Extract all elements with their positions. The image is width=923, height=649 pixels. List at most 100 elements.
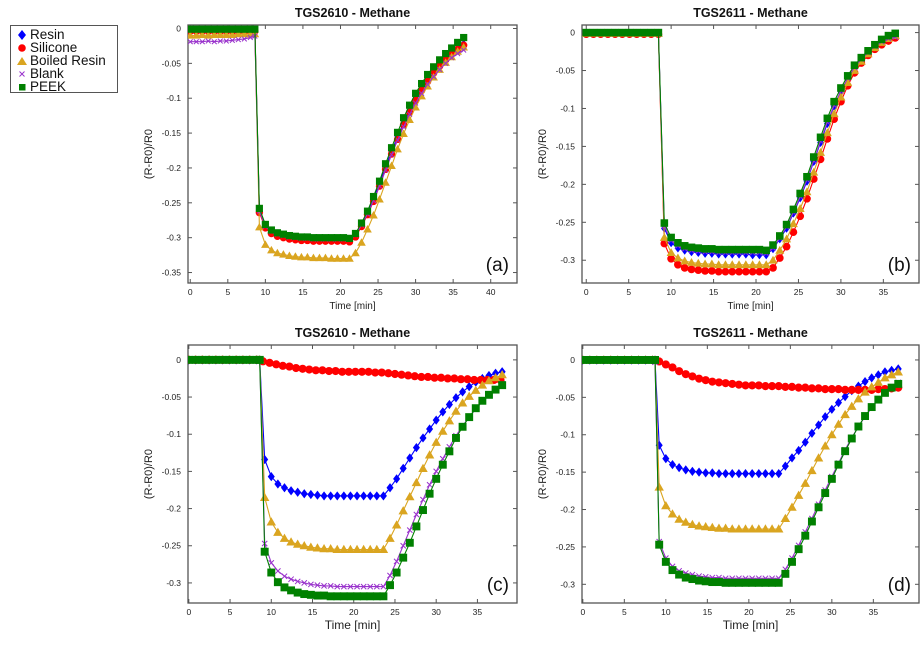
y-tick-label: -0.2 <box>560 179 575 189</box>
data-point <box>728 578 737 587</box>
data-point <box>707 522 718 531</box>
data-point <box>357 238 366 246</box>
data-point <box>894 379 903 388</box>
data-point <box>668 566 677 575</box>
data-point <box>694 244 703 252</box>
data-point <box>205 38 212 44</box>
data-point <box>734 524 744 533</box>
data-point <box>701 266 709 275</box>
data-point <box>413 511 420 518</box>
data-point <box>339 254 348 262</box>
data-point <box>234 29 243 38</box>
data-point <box>795 204 805 212</box>
data-point <box>318 366 327 375</box>
data-point <box>793 490 804 499</box>
data-point <box>651 355 660 364</box>
series-line <box>190 33 465 260</box>
data-point <box>755 245 764 254</box>
x-tick-label: 30 <box>431 607 441 617</box>
data-point <box>371 368 380 377</box>
data-point <box>873 377 884 386</box>
data-point <box>666 248 676 257</box>
data-point <box>216 25 224 33</box>
data-point <box>430 73 437 80</box>
data-point <box>430 63 438 71</box>
data-point <box>267 471 275 482</box>
data-point <box>868 373 876 383</box>
data-point <box>662 454 670 464</box>
data-point <box>280 483 288 493</box>
data-point <box>761 382 770 391</box>
data-point <box>363 207 372 215</box>
y-tick-label: -0.25 <box>162 198 182 208</box>
data-point <box>735 469 743 479</box>
data-point <box>327 582 334 589</box>
data-point <box>447 52 456 61</box>
data-point <box>761 469 769 479</box>
data-point <box>788 453 796 463</box>
data-point <box>266 517 277 526</box>
x-axis-label: Time [min] <box>329 301 376 312</box>
data-point <box>431 437 441 446</box>
data-point <box>667 254 676 263</box>
data-point <box>441 58 450 66</box>
data-point <box>294 578 301 585</box>
data-point <box>273 527 283 536</box>
data-point <box>867 403 876 412</box>
y-tick-label: -0.05 <box>556 392 576 402</box>
x-tick-label: 30 <box>836 287 846 297</box>
x-tick-label: 25 <box>390 607 400 617</box>
chart-panel-a: TGS2610 - Methane 0 5 10 15 20 25 30 35 40 0 -0.05 -… <box>143 6 518 312</box>
data-point <box>353 491 361 501</box>
data-point <box>406 527 413 534</box>
data-point <box>442 60 449 67</box>
data-point <box>707 266 716 275</box>
series-line <box>582 359 899 475</box>
data-point <box>674 260 682 269</box>
diamond-marker-icon <box>18 30 26 40</box>
data-point <box>721 578 730 587</box>
data-point <box>333 491 341 501</box>
data-point <box>647 28 655 37</box>
data-point <box>332 544 342 553</box>
x-tick-label: 5 <box>622 607 627 617</box>
data-point <box>459 387 467 397</box>
data-point <box>815 420 823 430</box>
data-point <box>405 491 415 501</box>
data-point <box>814 503 823 512</box>
data-point <box>641 355 650 364</box>
data-point <box>741 469 750 479</box>
data-point <box>397 370 406 379</box>
data-point <box>460 47 467 53</box>
panel-label: (b) <box>888 255 911 276</box>
chart-title: TGS2611 - Methane <box>693 6 808 20</box>
x-tick-label: 30 <box>411 287 421 297</box>
series-resin <box>582 355 902 479</box>
x-axis-label: Time [min] <box>727 301 774 312</box>
data-point <box>582 28 591 37</box>
y-tick-label: 0 <box>176 23 181 33</box>
data-point <box>497 370 507 379</box>
series-line <box>190 30 465 243</box>
data-point <box>238 355 247 364</box>
data-point <box>399 553 408 562</box>
data-point <box>860 387 870 396</box>
data-point <box>432 415 440 425</box>
series-line <box>586 33 896 273</box>
data-point <box>498 381 507 390</box>
data-point <box>451 406 461 415</box>
data-point <box>286 537 296 546</box>
data-point <box>315 234 324 242</box>
data-point <box>700 259 710 268</box>
chart-title: TGS2611 - Methane <box>693 326 808 340</box>
data-point <box>668 460 676 470</box>
data-point <box>686 257 697 266</box>
data-point <box>334 583 341 590</box>
data-point <box>406 111 413 118</box>
data-point <box>261 220 269 229</box>
data-point <box>240 29 249 38</box>
data-point <box>445 447 454 456</box>
data-point <box>741 578 750 587</box>
legend-label: Silicone <box>30 40 78 55</box>
data-point <box>827 385 836 394</box>
